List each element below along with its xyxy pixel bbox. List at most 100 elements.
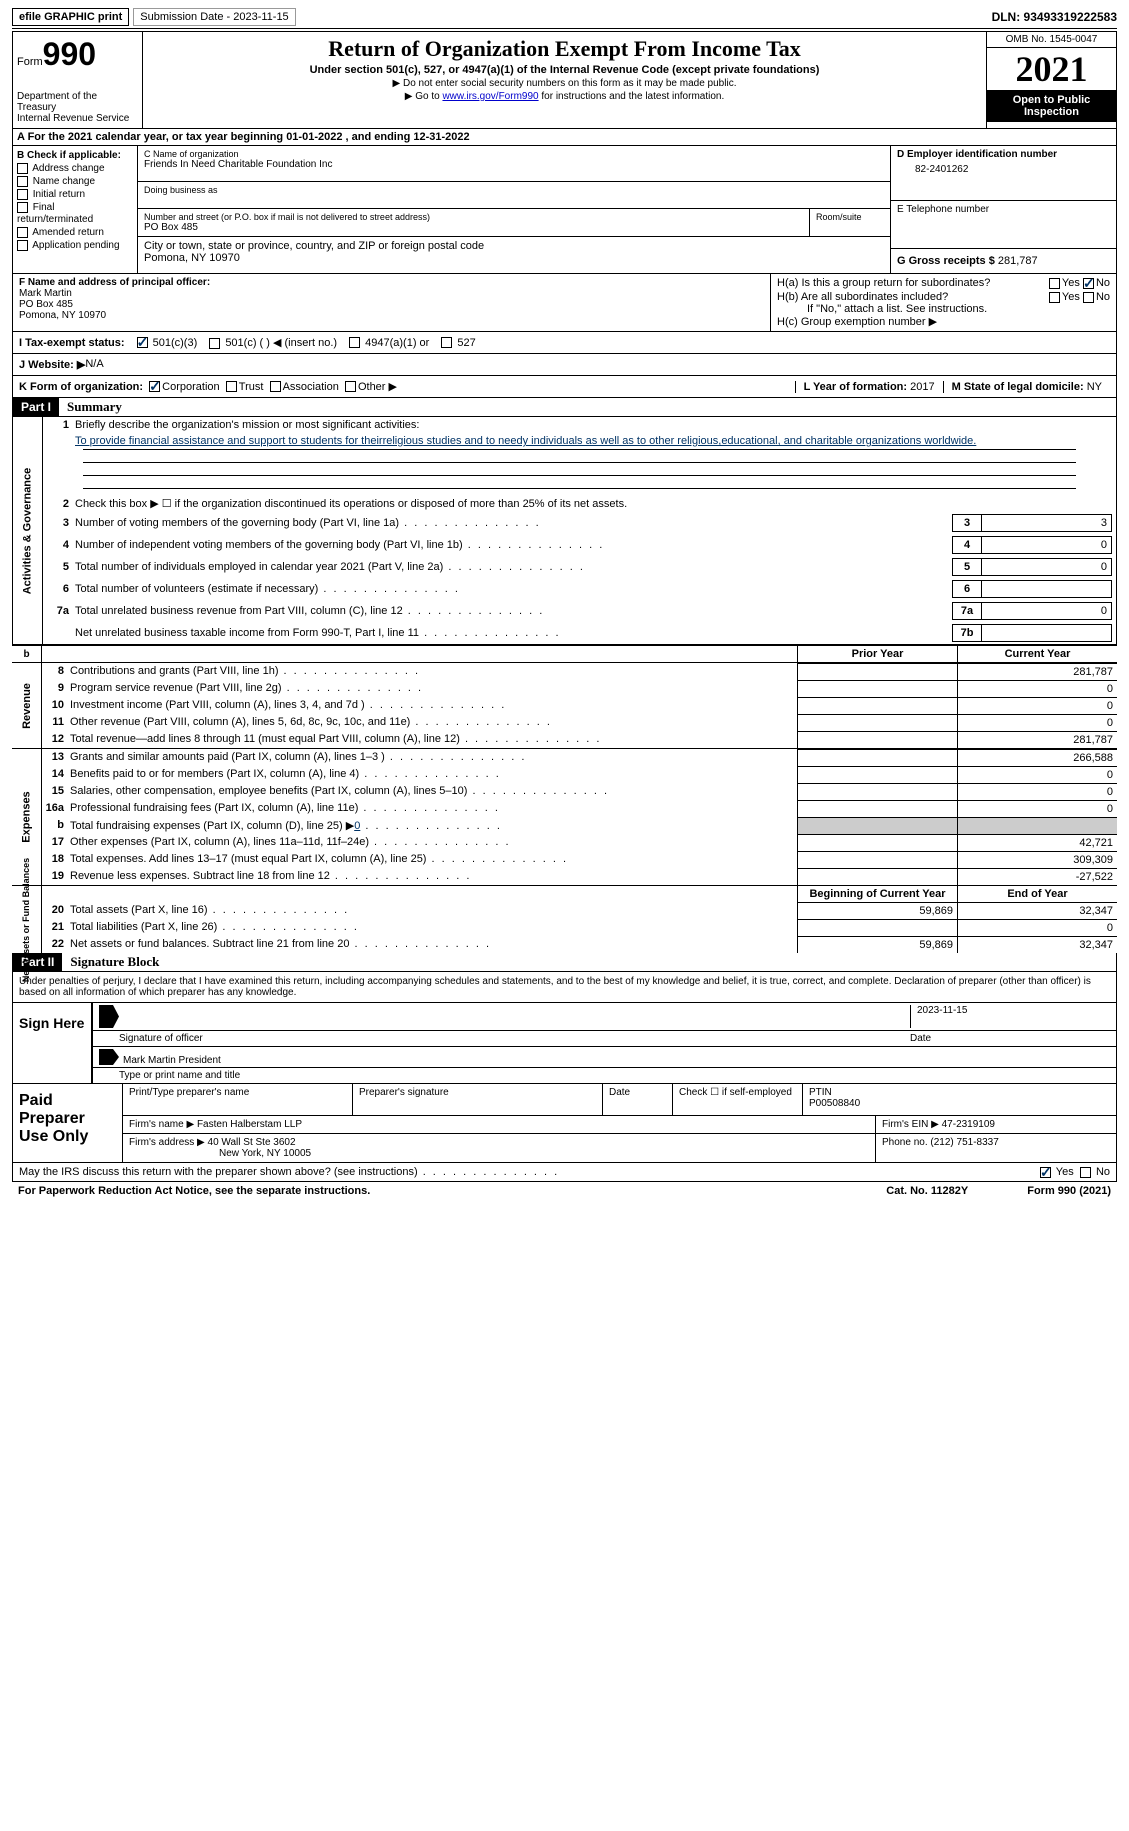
line-3-text: Number of voting members of the governin… <box>75 517 952 529</box>
firm-phone-label: Phone no. <box>882 1137 928 1148</box>
ha-yes: Yes <box>1062 277 1080 289</box>
firm-ein: 47-2319109 <box>942 1119 995 1130</box>
opt-corp: Corporation <box>162 381 219 393</box>
phone-label: E Telephone number <box>897 204 1110 215</box>
opt-assoc: Association <box>283 381 339 393</box>
line-7b-text: Net unrelated business taxable income fr… <box>75 627 952 639</box>
omb-number: OMB No. 1545-0047 <box>987 32 1116 48</box>
opt-4947: 4947(a)(1) or <box>365 337 429 349</box>
irs-label: Internal Revenue Service <box>17 113 138 124</box>
chk-ha-yes[interactable] <box>1049 278 1060 289</box>
line-7a-val: 0 <box>982 602 1112 620</box>
org-name-cell: C Name of organization Friends In Need C… <box>138 146 890 182</box>
arrow-icon <box>99 1005 119 1028</box>
year-form-val: 2017 <box>910 381 934 393</box>
officer-name-title: Mark Martin President <box>123 1049 1110 1065</box>
addr-row: Number and street (or P.O. box if mail i… <box>138 209 890 237</box>
row-b-curr <box>957 817 1117 834</box>
chk-501c3[interactable] <box>137 337 148 348</box>
chk-amended[interactable] <box>17 227 28 238</box>
chk-assoc[interactable] <box>270 381 281 392</box>
col-end-year: End of Year <box>957 886 1117 902</box>
hc-label: H(c) Group exemption number ▶ <box>777 315 1110 328</box>
pra-notice: For Paperwork Reduction Act Notice, see … <box>18 1185 827 1197</box>
row-10-prior <box>797 697 957 714</box>
row-18-prior <box>797 851 957 868</box>
chk-hb-yes[interactable] <box>1049 292 1060 303</box>
row-10-curr: 0 <box>957 697 1117 714</box>
tax-status-label: I Tax-exempt status: <box>19 337 125 349</box>
addr-value: PO Box 485 <box>144 222 803 233</box>
side-net-assets: Net Assets or Fund Balances <box>12 886 42 953</box>
line-5-num: 5 <box>952 558 982 576</box>
goto-post: for instructions and the latest informat… <box>539 91 725 102</box>
row-19-prior <box>797 868 957 885</box>
row-b-prior <box>797 817 957 834</box>
firm-name: Fasten Halberstam LLP <box>197 1119 302 1130</box>
chk-527[interactable] <box>441 337 452 348</box>
penalty-text: Under penalties of perjury, I declare th… <box>13 972 1116 1002</box>
line-6-num: 6 <box>952 580 982 598</box>
firm-name-label: Firm's name ▶ <box>129 1119 194 1130</box>
chk-discuss-no[interactable] <box>1080 1167 1091 1178</box>
officer-label: F Name and address of principal officer: <box>19 277 764 288</box>
chk-initial[interactable] <box>17 189 28 200</box>
goto-pre: ▶ Go to <box>405 91 443 102</box>
chk-name-change[interactable] <box>17 176 28 187</box>
opt-trust: Trust <box>239 381 264 393</box>
chk-ha-no[interactable] <box>1083 278 1094 289</box>
officer-addr1: PO Box 485 <box>19 299 764 310</box>
row-13-prior <box>797 749 957 766</box>
arrow-icon-2 <box>99 1049 119 1065</box>
name-title-label: Type or print name and title <box>119 1070 240 1081</box>
chk-discuss-yes[interactable] <box>1040 1167 1051 1178</box>
line-6-text: Total number of volunteers (estimate if … <box>75 583 952 595</box>
tax-year: 2021 <box>987 48 1116 90</box>
chk-address-change[interactable] <box>17 163 28 174</box>
chk-app-pending[interactable] <box>17 240 28 251</box>
row-21-curr: 0 <box>957 919 1117 936</box>
submission-date: Submission Date - 2023-11-15 <box>133 8 295 26</box>
lbl-final: Final return/terminated <box>17 203 93 225</box>
firm-addr-label: Firm's address ▶ <box>129 1137 205 1148</box>
gross-label: G Gross receipts $ <box>897 255 995 267</box>
hb-label: H(b) Are all subordinates included? <box>777 291 1049 303</box>
side-label-b: b <box>12 646 42 662</box>
line-5-val: 0 <box>982 558 1112 576</box>
goto-link[interactable]: www.irs.gov/Form990 <box>442 91 538 102</box>
org-name: Friends In Need Charitable Foundation In… <box>144 159 884 170</box>
row-15-curr: 0 <box>957 783 1117 800</box>
row-16a-curr: 0 <box>957 800 1117 817</box>
form-org-label: K Form of organization: <box>19 381 143 393</box>
part-2-title: Signature Block <box>62 954 159 970</box>
ha-no: No <box>1096 277 1110 289</box>
row-8-prior <box>797 663 957 680</box>
dba-cell: Doing business as <box>138 182 890 209</box>
chk-corp[interactable] <box>149 381 160 392</box>
row-20-curr: 32,347 <box>957 902 1117 919</box>
row-12-prior <box>797 731 957 748</box>
firm-addr2: New York, NY 10005 <box>129 1148 311 1159</box>
chk-trust[interactable] <box>226 381 237 392</box>
form-number: 990 <box>43 36 96 72</box>
side-governance: Activities & Governance <box>13 417 43 644</box>
org-name-label: C Name of organization <box>144 149 884 159</box>
lbl-address-change: Address change <box>32 163 104 174</box>
chk-other[interactable] <box>345 381 356 392</box>
row-8-text: Contributions and grants (Part VIII, lin… <box>70 663 797 680</box>
website-value: N/A <box>85 358 103 371</box>
chk-final[interactable] <box>17 202 28 213</box>
chk-501c[interactable] <box>209 338 220 349</box>
form-footer: Form 990 (2021) <box>1027 1185 1111 1197</box>
row-13-curr: 266,588 <box>957 749 1117 766</box>
row-13-text: Grants and similar amounts paid (Part IX… <box>70 749 797 766</box>
discuss-text: May the IRS discuss this return with the… <box>19 1166 1040 1178</box>
chk-hb-no[interactable] <box>1083 292 1094 303</box>
room-label: Room/suite <box>816 212 884 222</box>
chk-4947[interactable] <box>349 337 360 348</box>
open-inspection: Open to Public Inspection <box>987 90 1116 122</box>
row-15-text: Salaries, other compensation, employee b… <box>70 783 797 800</box>
firm-ein-label: Firm's EIN ▶ <box>882 1119 939 1130</box>
discuss-yes: Yes <box>1056 1166 1074 1178</box>
sig-officer-label: Signature of officer <box>119 1033 203 1044</box>
